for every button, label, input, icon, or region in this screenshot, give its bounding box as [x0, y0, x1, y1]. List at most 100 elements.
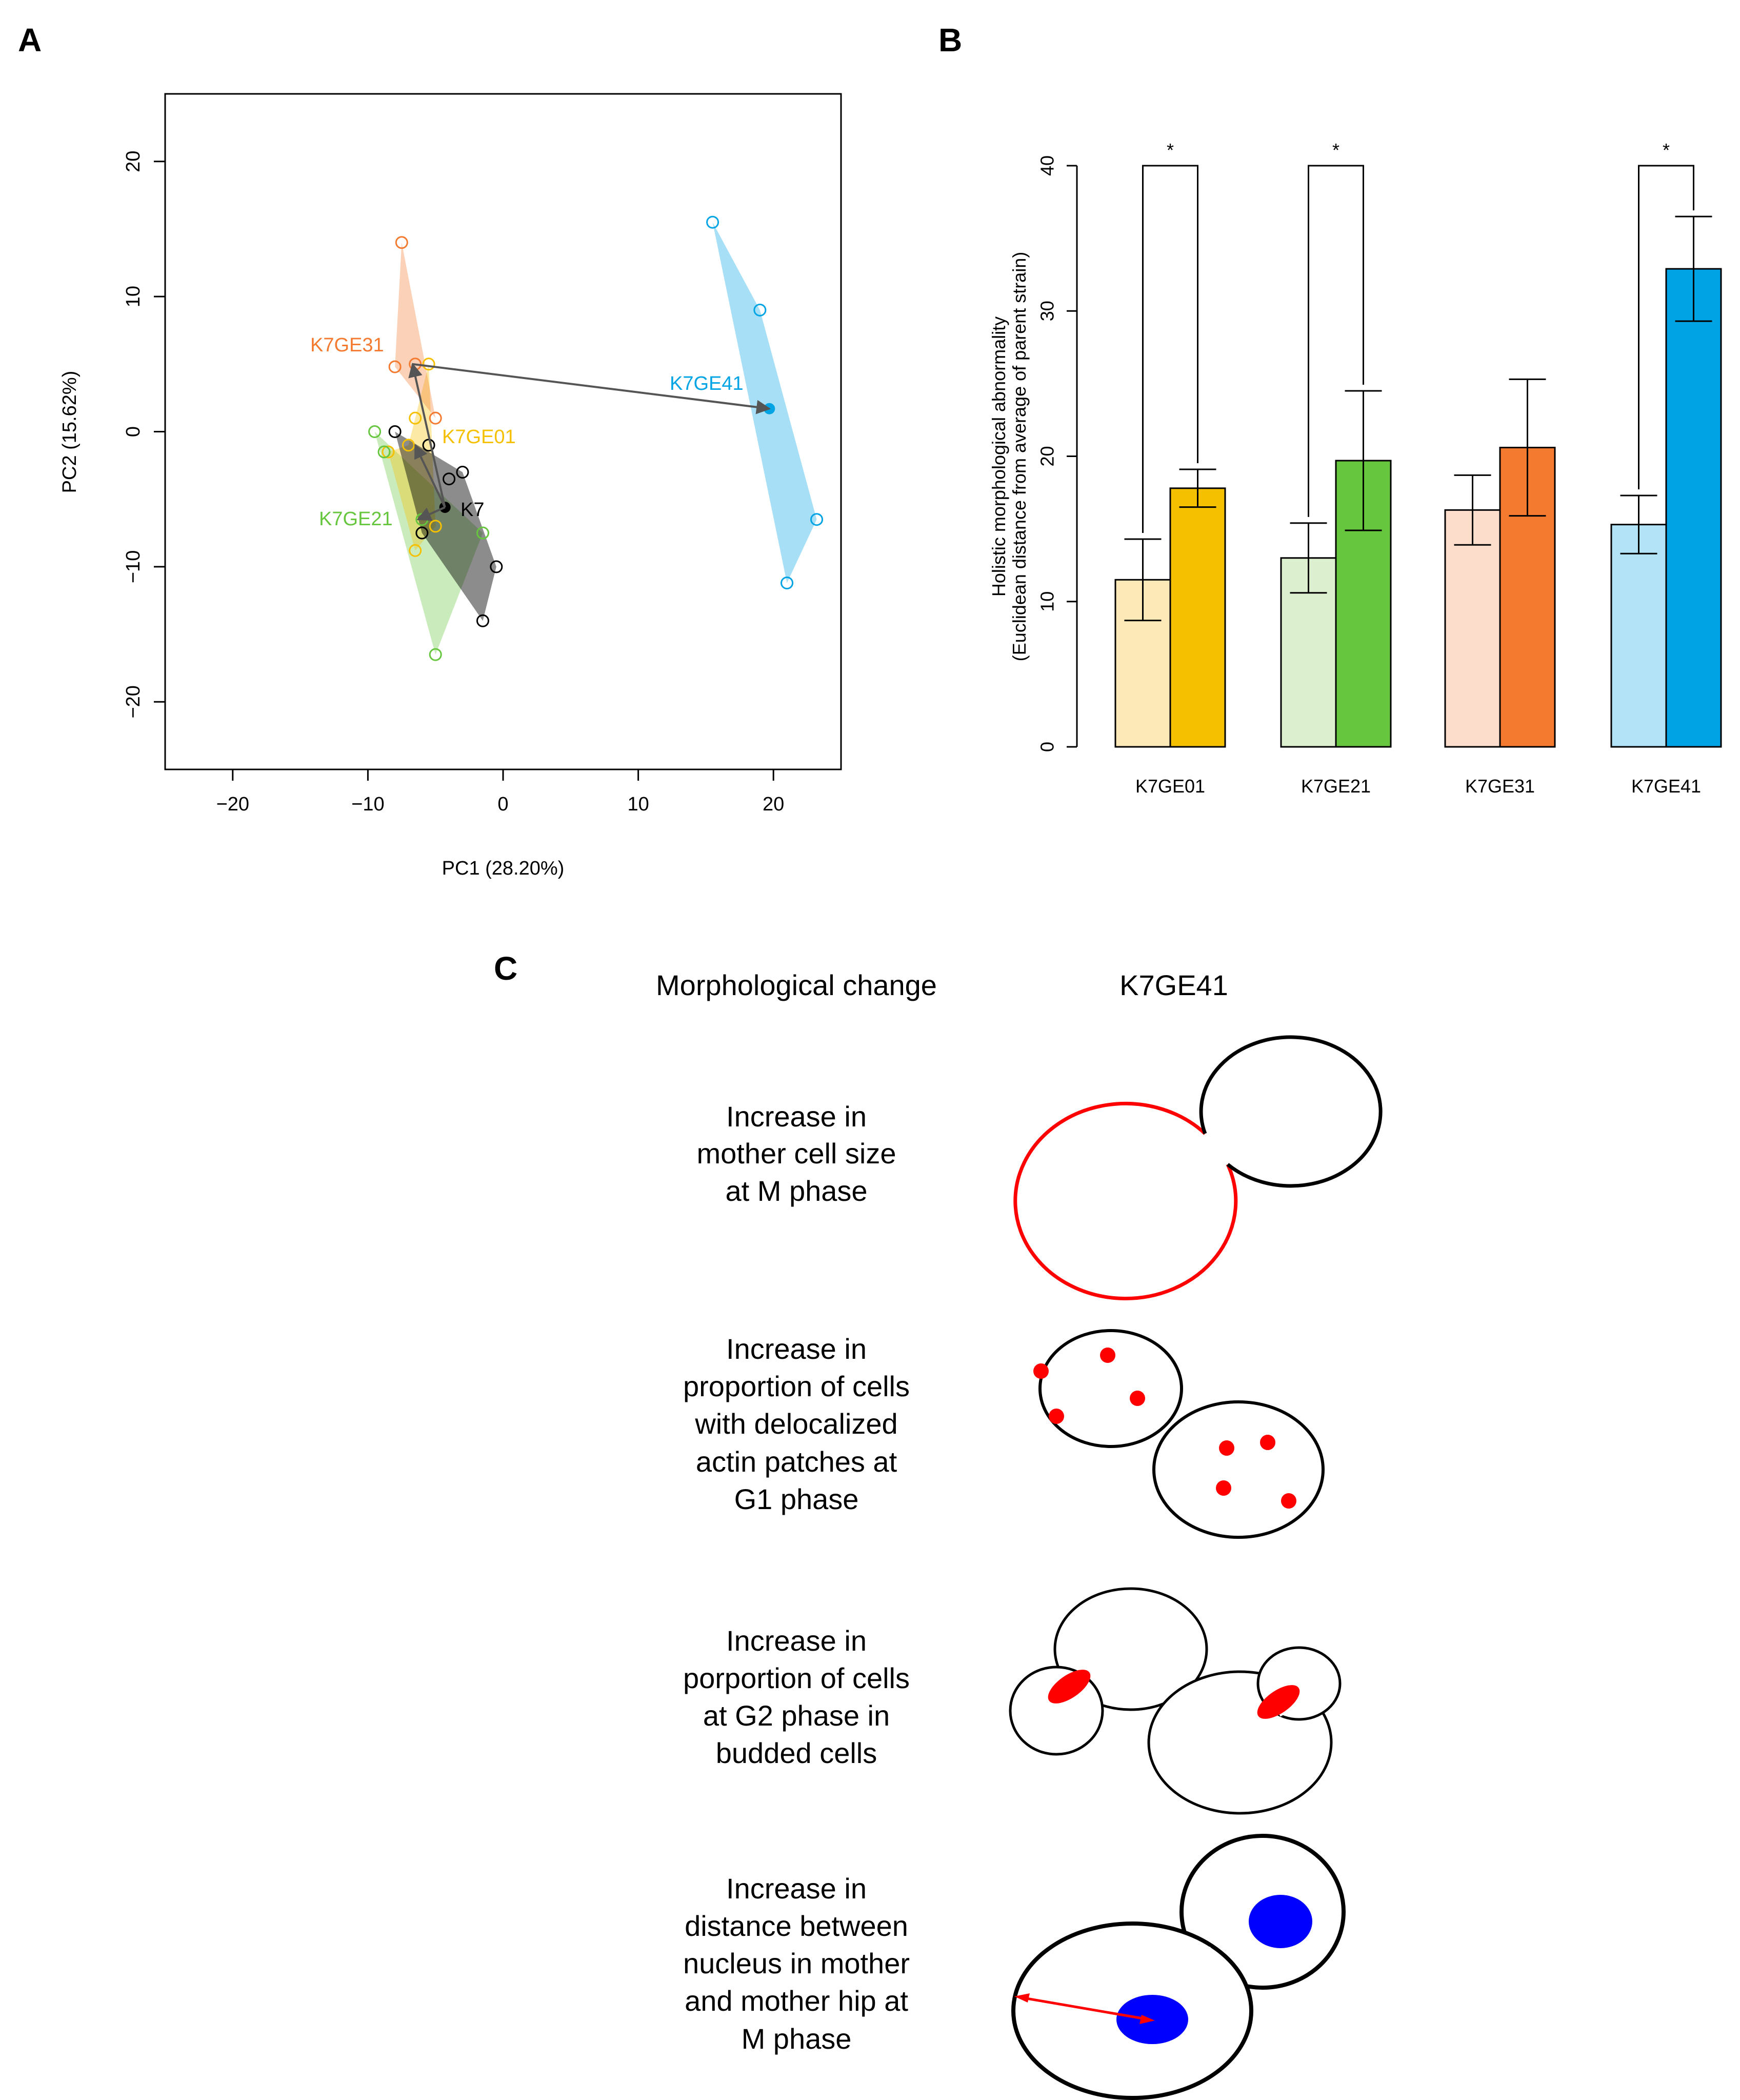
g1-cell-1 — [1038, 1329, 1183, 1448]
actin-patch — [1130, 1391, 1145, 1406]
y-tick-label: 0 — [1037, 742, 1058, 752]
actin-patch-illustration — [1033, 1329, 1325, 1539]
row4-line5: M phase — [742, 2023, 852, 2055]
error-bar — [1454, 474, 1491, 546]
arrowhead — [1139, 2015, 1155, 2024]
distance-arrow — [1020, 1996, 1149, 2021]
point-k7ge41 — [781, 577, 794, 590]
x-tick-label: 0 — [497, 794, 508, 815]
x-tick-label-k7ge41: K7GE41 — [1631, 776, 1701, 797]
arrow-k7-to-k7ge01 — [414, 444, 446, 508]
abnormality-bar-chart: 0 10 20 30 40 * * * K7GE01 K7GE21 K7GE31 K7GE41 H… — [988, 140, 1722, 797]
significance-bracket-k7ge01: * — [1142, 140, 1198, 533]
group-hulls — [374, 222, 817, 655]
bar-k7ge01-evolved — [1169, 487, 1226, 748]
hull-k7ge31 — [395, 242, 436, 419]
y-axis-title: PC2 (15.62%) — [59, 371, 81, 493]
g2-budded-cells-illustration — [1009, 1587, 1342, 1815]
y-tick-label: 40 — [1037, 155, 1058, 176]
y-tick-label: 20 — [123, 151, 144, 172]
point-k7ge01 — [382, 445, 395, 459]
error-bar — [1179, 468, 1216, 508]
row2-line4: actin patches at — [696, 1445, 897, 1478]
actin-patch — [1100, 1348, 1115, 1363]
y-tick-label: 20 — [1037, 446, 1058, 466]
panel-label-b: B — [938, 22, 962, 58]
actin-patch — [1281, 1493, 1296, 1509]
significance-bracket-k7ge21: * — [1308, 140, 1364, 517]
row1-line1: Increase in — [726, 1100, 867, 1133]
error-bar — [1345, 390, 1382, 531]
budded-cell-1-mother — [1053, 1587, 1208, 1711]
row2-line3: with delocalized — [694, 1408, 897, 1440]
nucleus-distance-illustration — [1011, 1834, 1346, 2100]
arrow-k7-to-k7ge31 — [408, 363, 446, 508]
group-points — [368, 215, 824, 661]
actin-patch — [1033, 1363, 1049, 1379]
x-tick-label: 20 — [763, 794, 784, 815]
point-k7ge01 — [409, 544, 422, 557]
significance-brackets: * * * — [1142, 140, 1694, 533]
arrowhead — [1014, 1993, 1030, 2003]
point-k7ge31 — [395, 236, 408, 249]
error-bar — [1620, 494, 1657, 554]
y-tick-label: −10 — [123, 550, 144, 583]
point-k7ge01 — [422, 358, 435, 371]
bar-k7ge41-evolved — [1665, 268, 1722, 748]
panel-label-c: C — [494, 950, 517, 987]
hull-k7 — [395, 431, 496, 621]
point-k7ge21 — [377, 445, 391, 459]
error-bar — [1509, 378, 1546, 517]
row3-line1: Increase in — [726, 1624, 867, 1657]
morphology-diagram: Morphological change K7GE41 Increase in … — [656, 969, 1383, 2100]
y-tick-label: 10 — [1037, 591, 1058, 612]
actin-patch — [1216, 1480, 1231, 1496]
point-k7ge01 — [402, 439, 415, 452]
point-k7ge01 — [409, 411, 422, 425]
point-k7 — [388, 425, 402, 438]
x-tick-label-k7ge31: K7GE31 — [1465, 776, 1535, 797]
row4-line1: Increase in — [726, 1872, 867, 1905]
y-axis-title-line2: (Euclidean distance from average of pare… — [1009, 252, 1030, 661]
nucleus-red — [1048, 1670, 1091, 1703]
significance-star: * — [1332, 140, 1339, 161]
point-k7ge41 — [810, 513, 824, 526]
hull-k7ge21 — [374, 431, 483, 655]
row3-line2: porportion of cells — [683, 1662, 910, 1694]
row3-text: Increase in porportion of cells at G2 ph… — [683, 1624, 910, 1769]
nucleus-bud — [1249, 1895, 1312, 1948]
panel-label-a: A — [18, 22, 42, 58]
point-k7ge41 — [753, 303, 767, 316]
row4-line4: and mother hip at — [685, 1985, 908, 2017]
arrow-k7ge31-to-k7ge41 — [412, 363, 771, 414]
point-k7 — [476, 614, 489, 627]
error-bar — [1675, 215, 1712, 322]
header-morphological-change: Morphological change — [656, 969, 937, 1001]
significance-bracket-k7ge41: * — [1638, 140, 1694, 489]
x-tick-label-k7ge21: K7GE21 — [1301, 776, 1371, 797]
point-k7ge01 — [429, 520, 442, 533]
row2-text: Increase in proportion of cells with del… — [683, 1333, 910, 1515]
row2-line1: Increase in — [726, 1333, 867, 1365]
y-tick-label: 30 — [1037, 301, 1058, 321]
x-tick-label-k7ge01: K7GE01 — [1135, 776, 1205, 797]
bud-neck — [1205, 1134, 1228, 1164]
error-bar — [1290, 522, 1327, 594]
bud-cell-outline — [1199, 1035, 1383, 1188]
mother-cell-outline — [1013, 1101, 1238, 1300]
point-k7 — [415, 526, 429, 540]
row2-line5: G1 phase — [734, 1483, 859, 1515]
row4-line2: distance between — [685, 1910, 908, 1942]
row1-text: Increase in mother cell size at M phase — [696, 1100, 896, 1207]
y-axis: −20 −10 0 10 20 — [123, 151, 166, 719]
actin-patch — [1049, 1409, 1064, 1424]
point-k7 — [456, 466, 469, 479]
pca-scatter-chart: −20 −10 0 10 20 −20 −10 0 10 20 K7GE31 K7GE01 K7… — [59, 93, 842, 879]
label-k7ge01: K7GE01 — [442, 426, 516, 448]
y-tick-label: 0 — [123, 426, 144, 437]
y-axis-title-line1: Holistic morphological abnormality — [988, 316, 1009, 597]
point-k7ge21 — [476, 526, 489, 540]
point-k7 — [443, 472, 456, 486]
y-tick-label: −20 — [123, 685, 144, 718]
